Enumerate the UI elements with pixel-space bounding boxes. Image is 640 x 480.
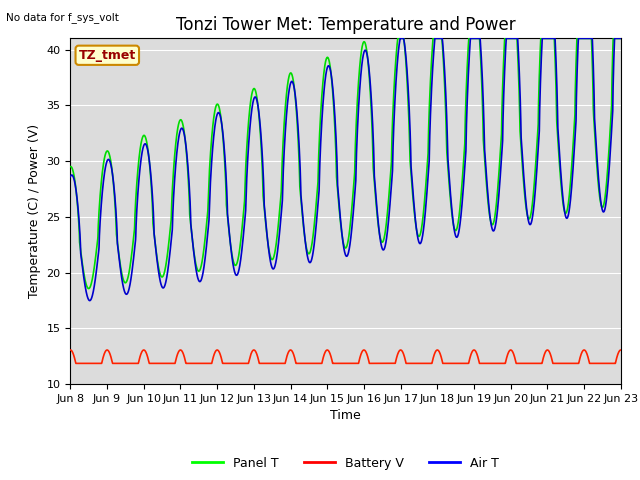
- Text: TZ_tmet: TZ_tmet: [79, 49, 136, 62]
- Title: Tonzi Tower Met: Temperature and Power: Tonzi Tower Met: Temperature and Power: [176, 16, 515, 34]
- Text: No data for f_sys_volt: No data for f_sys_volt: [6, 12, 119, 23]
- X-axis label: Time: Time: [330, 409, 361, 422]
- Legend: Panel T, Battery V, Air T: Panel T, Battery V, Air T: [187, 452, 504, 475]
- Y-axis label: Temperature (C) / Power (V): Temperature (C) / Power (V): [28, 124, 41, 298]
